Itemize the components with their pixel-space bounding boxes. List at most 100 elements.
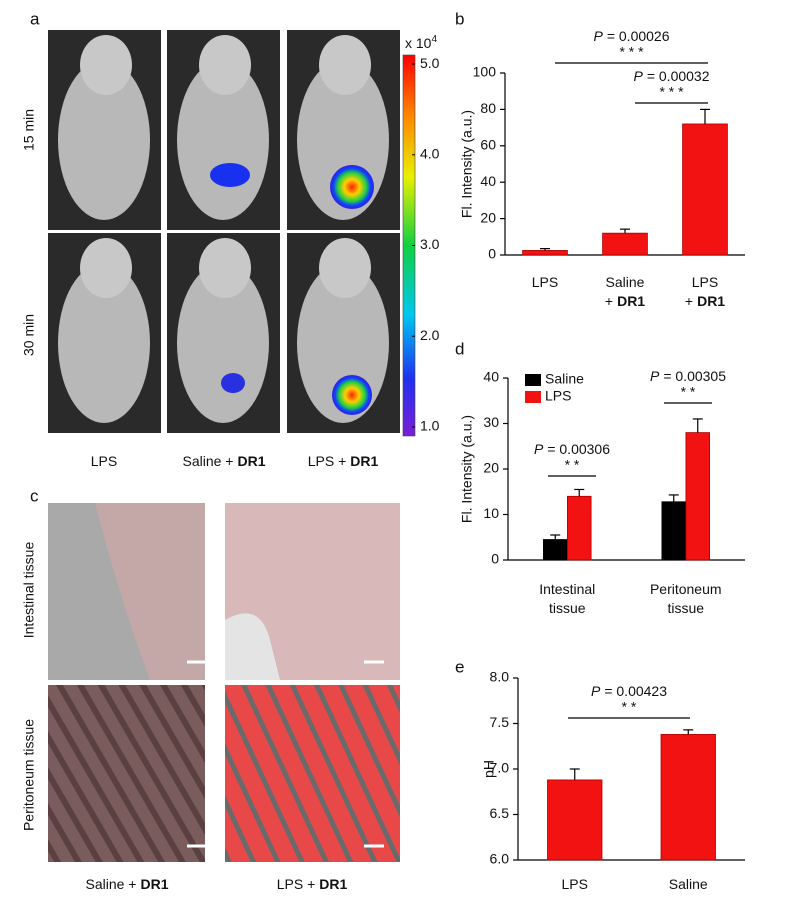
legend-label: Saline (545, 371, 584, 387)
panel-label: e (455, 657, 464, 676)
colorbar-label: x 104 (405, 34, 437, 51)
y-tick-label: 40 (480, 173, 496, 189)
bar (543, 539, 568, 561)
y-tick-label: 7.5 (490, 714, 510, 730)
row-label: Peritoneum tissue (21, 719, 37, 831)
bar (567, 495, 592, 561)
y-tick-label: 20 (480, 209, 496, 225)
significance-stars: * * (565, 457, 580, 473)
mouse-head (80, 35, 132, 95)
x-tick-label: LPS (692, 274, 718, 290)
p-value: P = 0.00306 (534, 441, 610, 457)
panel-label: d (455, 339, 464, 358)
bar (547, 779, 603, 861)
x-tick-label-text: LPS (532, 274, 558, 290)
x-tick-label: tissue (549, 600, 586, 616)
y-tick-label: 0 (488, 246, 496, 262)
column-label: Saline + DR1 (183, 453, 266, 469)
y-tick-label: 40 (483, 369, 499, 385)
x-tick-label-text: Saline (669, 876, 708, 892)
y-tick-label: 6.0 (490, 851, 510, 867)
column-label-text: LPS (91, 453, 117, 469)
column-label-bold: DR1 (237, 453, 265, 469)
p-value: P = 0.00305 (650, 368, 726, 384)
colorbar-label-text: x 10 (405, 35, 432, 51)
row-label: 30 min (21, 314, 37, 356)
bar (661, 501, 687, 561)
x-tick-label: LPS (532, 274, 558, 290)
column-label: LPS + DR1 (308, 453, 379, 469)
bar (660, 734, 716, 861)
x-tick-label-bold: DR1 (617, 293, 645, 309)
y-tick-label: 30 (483, 414, 499, 430)
p-value-text: = 0.00032 (647, 68, 710, 84)
y-axis-label: pH (481, 760, 497, 778)
x-tick-label: Intestinal (539, 581, 595, 597)
y-tick-label: 10 (483, 505, 499, 521)
column-label-text: Saline + (183, 453, 234, 469)
mouse-head (80, 238, 132, 298)
y-tick-label: 20 (483, 460, 499, 476)
column-label-text: Saline + (86, 876, 137, 892)
mouse-head (319, 238, 371, 298)
column-label-bold: DR1 (350, 453, 378, 469)
x-tick-label-text: Saline (606, 274, 645, 290)
p-symbol: P (591, 683, 601, 699)
mouse-head (199, 238, 251, 298)
colorbar-tick-label: 3.0 (420, 236, 440, 252)
micrograph (225, 685, 400, 862)
panel-label: b (455, 9, 464, 28)
y-tick-label: 60 (480, 137, 496, 153)
row-label: Intestinal tissue (21, 542, 37, 639)
colorbar-exponent: 4 (431, 34, 437, 45)
column-label-text: LPS + (308, 453, 347, 469)
y-tick-label: 6.5 (490, 805, 510, 821)
mouse-body (58, 60, 150, 220)
p-value: P = 0.00423 (591, 683, 667, 699)
micrograph-tissue (225, 613, 280, 680)
x-tick-label: + DR1 (605, 293, 645, 309)
x-tick-label: tissue (667, 600, 704, 616)
legend-swatch (525, 374, 541, 386)
y-tick-label: 7.0 (490, 760, 510, 776)
signal (210, 163, 250, 187)
bar (682, 123, 728, 256)
y-axis-label: Fl. Intensity (a.u.) (459, 110, 475, 218)
significance-stars: * * * (659, 84, 684, 100)
x-tick-label-text: + (685, 293, 693, 309)
panel-label: a (30, 9, 40, 28)
x-tick-label: Saline (606, 274, 645, 290)
signal (332, 375, 372, 415)
y-tick-label: 80 (480, 100, 496, 116)
column-label: Saline + DR1 (86, 876, 169, 892)
x-tick-label-text: tissue (667, 600, 704, 616)
legend-label: LPS (545, 388, 571, 404)
x-tick-label-text: LPS (562, 876, 588, 892)
x-tick-label-text: LPS (692, 274, 718, 290)
p-symbol: P (534, 441, 544, 457)
bar (685, 432, 711, 561)
x-tick-label-text: Intestinal (539, 581, 595, 597)
signal (221, 373, 245, 393)
x-tick-label: + DR1 (685, 293, 725, 309)
bar (522, 250, 568, 256)
column-label-text: LPS + (277, 876, 316, 892)
column-label-bold: DR1 (140, 876, 168, 892)
x-tick-label-text: Peritoneum (650, 581, 722, 597)
mouse-body (177, 263, 269, 423)
colorbar-tick-label: 2.0 (420, 327, 440, 343)
bar (602, 232, 648, 256)
p-value-text: = 0.00305 (663, 368, 726, 384)
column-label-bold: DR1 (319, 876, 347, 892)
significance-stars: * * (622, 699, 637, 715)
p-value-text: = 0.00306 (547, 441, 610, 457)
mouse-head (319, 35, 371, 95)
x-tick-label-text: tissue (549, 600, 586, 616)
mouse-body (58, 263, 150, 423)
p-symbol: P (633, 68, 643, 84)
x-tick-label: Peritoneum (650, 581, 722, 597)
y-tick-label: 0 (491, 551, 499, 567)
colorbar-tick-label: 1.0 (420, 418, 440, 434)
x-tick-label: LPS (562, 876, 588, 892)
